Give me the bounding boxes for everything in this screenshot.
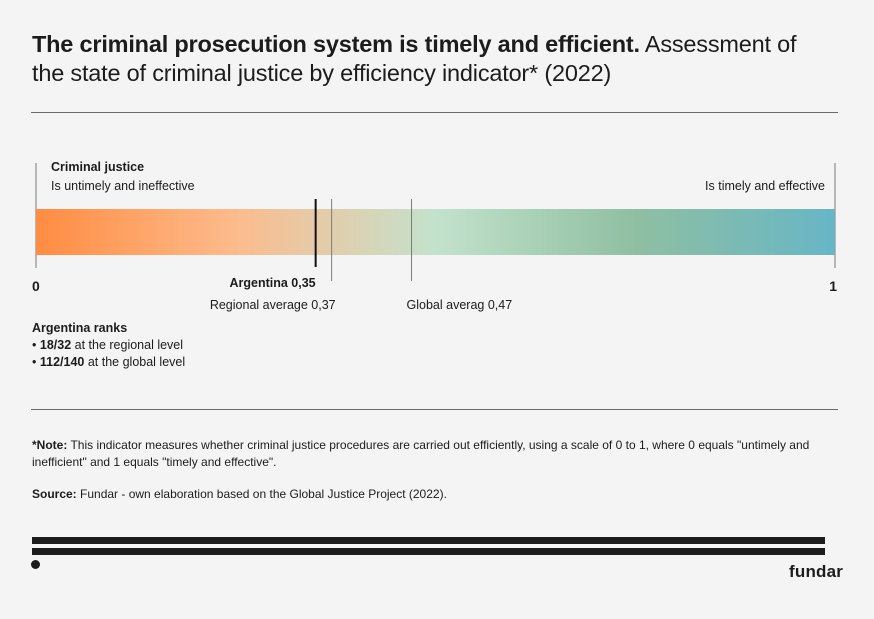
marker-label-global-average: Global averag 0,47 — [407, 298, 513, 312]
rank-item-regional: • 18/32 at the regional level — [32, 337, 185, 354]
source-text: Fundar - own elaboration based on the Gl… — [76, 487, 447, 501]
rank-bullet: • — [32, 338, 37, 352]
rank-item-global: • 112/140 at the global level — [32, 354, 185, 371]
brand-logo: fundar — [789, 562, 844, 581]
scale-max-label: 1 — [829, 278, 837, 294]
ranks-heading: Argentina ranks — [32, 321, 128, 335]
top-divider — [31, 112, 838, 113]
rank-global-text: at the global level — [84, 355, 186, 369]
brand-bar-top — [32, 537, 825, 544]
chart-title-bold: The criminal prosecution system is timel… — [32, 31, 640, 57]
rank-regional-text: at the regional level — [71, 338, 184, 352]
scale-chart: Argentina 0,35 Regional average 0,37 Globa… — [32, 160, 837, 312]
rank-global-value: 112/140 — [39, 355, 85, 369]
marker-label-regional-average: Regional average 0,37 — [210, 298, 336, 312]
brand-bar-bottom — [32, 548, 825, 555]
scale-label: Criminal justice — [51, 160, 144, 174]
source: Source: Fundar - own elaboration based o… — [32, 487, 447, 501]
brand-dot — [31, 560, 40, 569]
note-label: *Note: — [32, 438, 68, 452]
chart-title: The criminal prosecution system is timel… — [32, 30, 832, 88]
note: *Note: This indicator measures whether c… — [32, 437, 832, 471]
chart-title-rest: Assessment of the state of criminal just… — [32, 31, 797, 86]
argentina-ranks: Argentina ranks • 18/32 at the regional … — [32, 320, 185, 371]
source-label: Source: — [32, 487, 77, 501]
bottom-divider — [31, 409, 838, 410]
rank-regional-value: 18/32 — [39, 338, 72, 352]
note-text: This indicator measures whether criminal… — [32, 438, 810, 469]
right-end-label: Is timely and effective — [705, 179, 825, 193]
gradient-bar — [36, 209, 835, 255]
marker-label-argentina: Argentina 0,35 — [230, 276, 316, 290]
rank-bullet: • — [32, 355, 37, 369]
left-end-label: Is untimely and ineffective — [51, 179, 195, 193]
scale-min-label: 0 — [32, 278, 40, 294]
